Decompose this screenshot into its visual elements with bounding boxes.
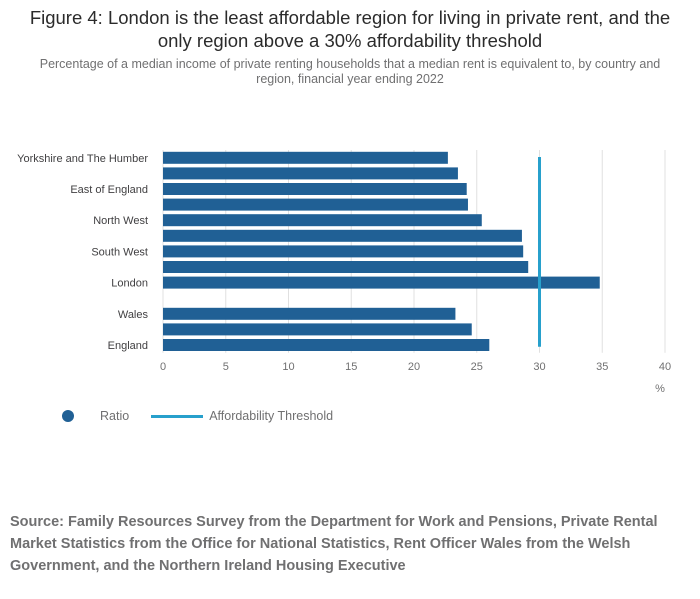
bar (163, 167, 458, 180)
category-label: East of England (70, 184, 148, 196)
bar (163, 151, 448, 164)
chart-legend: Ratio Affordability Threshold (62, 404, 333, 428)
x-tick-label: 10 (282, 361, 294, 373)
legend-threshold-label: Affordability Threshold (209, 409, 334, 423)
x-tick-label: 15 (345, 361, 357, 373)
legend-ratio-marker (62, 410, 74, 422)
source-note: Source: Family Resources Survey from the… (10, 514, 658, 574)
bar (163, 198, 468, 211)
bar (163, 183, 467, 195)
category-label: London (111, 278, 148, 290)
category-label: South West (91, 246, 148, 258)
bar (163, 307, 456, 320)
bar (163, 323, 472, 336)
x-tick-label: 0 (160, 361, 166, 373)
category-label: Wales (118, 309, 149, 321)
bar (163, 339, 490, 351)
legend-ratio-label: Ratio (100, 409, 130, 423)
x-tick-label: 5 (223, 361, 229, 373)
x-tick-label: 25 (471, 361, 483, 373)
bar (163, 261, 529, 273)
bar-chart: 0 5 10 15 20 25 30 35 40% Yorkshire and The Humbe… (17, 150, 671, 395)
x-tick-label: 35 (596, 361, 608, 373)
category-label: Yorkshire and The Humber (17, 153, 148, 165)
x-tick-label: 40 (659, 361, 671, 373)
x-tick-label: 30 (533, 361, 545, 373)
bar (163, 245, 524, 258)
x-tick-label: 20 (408, 361, 420, 373)
x-axis-label: % (655, 383, 665, 395)
chart-title: Figure 4: London is the least affordable… (29, 7, 671, 51)
bar (163, 214, 482, 227)
bar (163, 229, 522, 242)
category-label: North West (93, 215, 148, 227)
legend-threshold-marker (151, 414, 204, 418)
chart-subtitle: Percentage of a median income of private… (39, 57, 661, 86)
bar (163, 276, 600, 289)
category-label: England (108, 340, 148, 352)
